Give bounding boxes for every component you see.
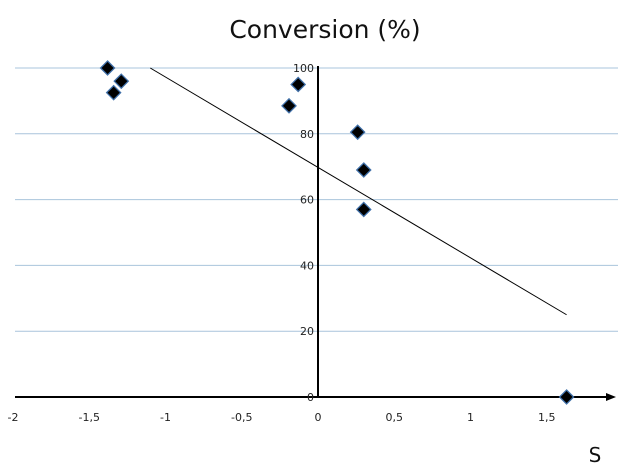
axes	[15, 66, 616, 401]
x-axis-label: S	[589, 443, 602, 467]
data-point	[355, 201, 372, 218]
gridlines	[15, 67, 618, 332]
x-tick-label: -2	[8, 411, 19, 424]
x-tick-label: -1	[160, 411, 171, 424]
data-point	[99, 60, 116, 76]
data-point	[558, 389, 575, 405]
y-tick-label: 20	[300, 325, 314, 338]
y-tick-label: 40	[300, 259, 314, 272]
data-point	[281, 97, 297, 114]
x-tick-label: 1	[467, 411, 474, 424]
trendline-group	[149, 67, 567, 316]
x-tick-label: -1,5	[79, 411, 100, 424]
data-point	[349, 124, 366, 141]
trendline	[149, 67, 567, 316]
x-tick-label: 1,5	[538, 411, 556, 424]
x-tick-labels: -2 -1,5 -1 -0,5 0 0,5 1 1,5	[8, 411, 556, 424]
y-tick-label: 0	[307, 391, 314, 404]
data-point	[105, 84, 122, 101]
y-tick-label: 60	[300, 194, 314, 207]
x-axis-arrow	[606, 393, 616, 401]
chart-title: Conversion (%)	[229, 15, 420, 44]
y-tick-label: 100	[293, 62, 314, 75]
x-tick-label: 0	[315, 411, 322, 424]
data-point	[113, 73, 130, 90]
data-point	[355, 162, 372, 178]
y-tick-labels: 0 20 40 60 80 100	[293, 62, 314, 404]
data-point	[290, 76, 307, 93]
x-tick-label: 0,5	[386, 411, 404, 424]
data-points	[99, 60, 575, 405]
x-tick-label: -0,5	[231, 411, 252, 424]
y-tick-label: 80	[300, 128, 314, 141]
